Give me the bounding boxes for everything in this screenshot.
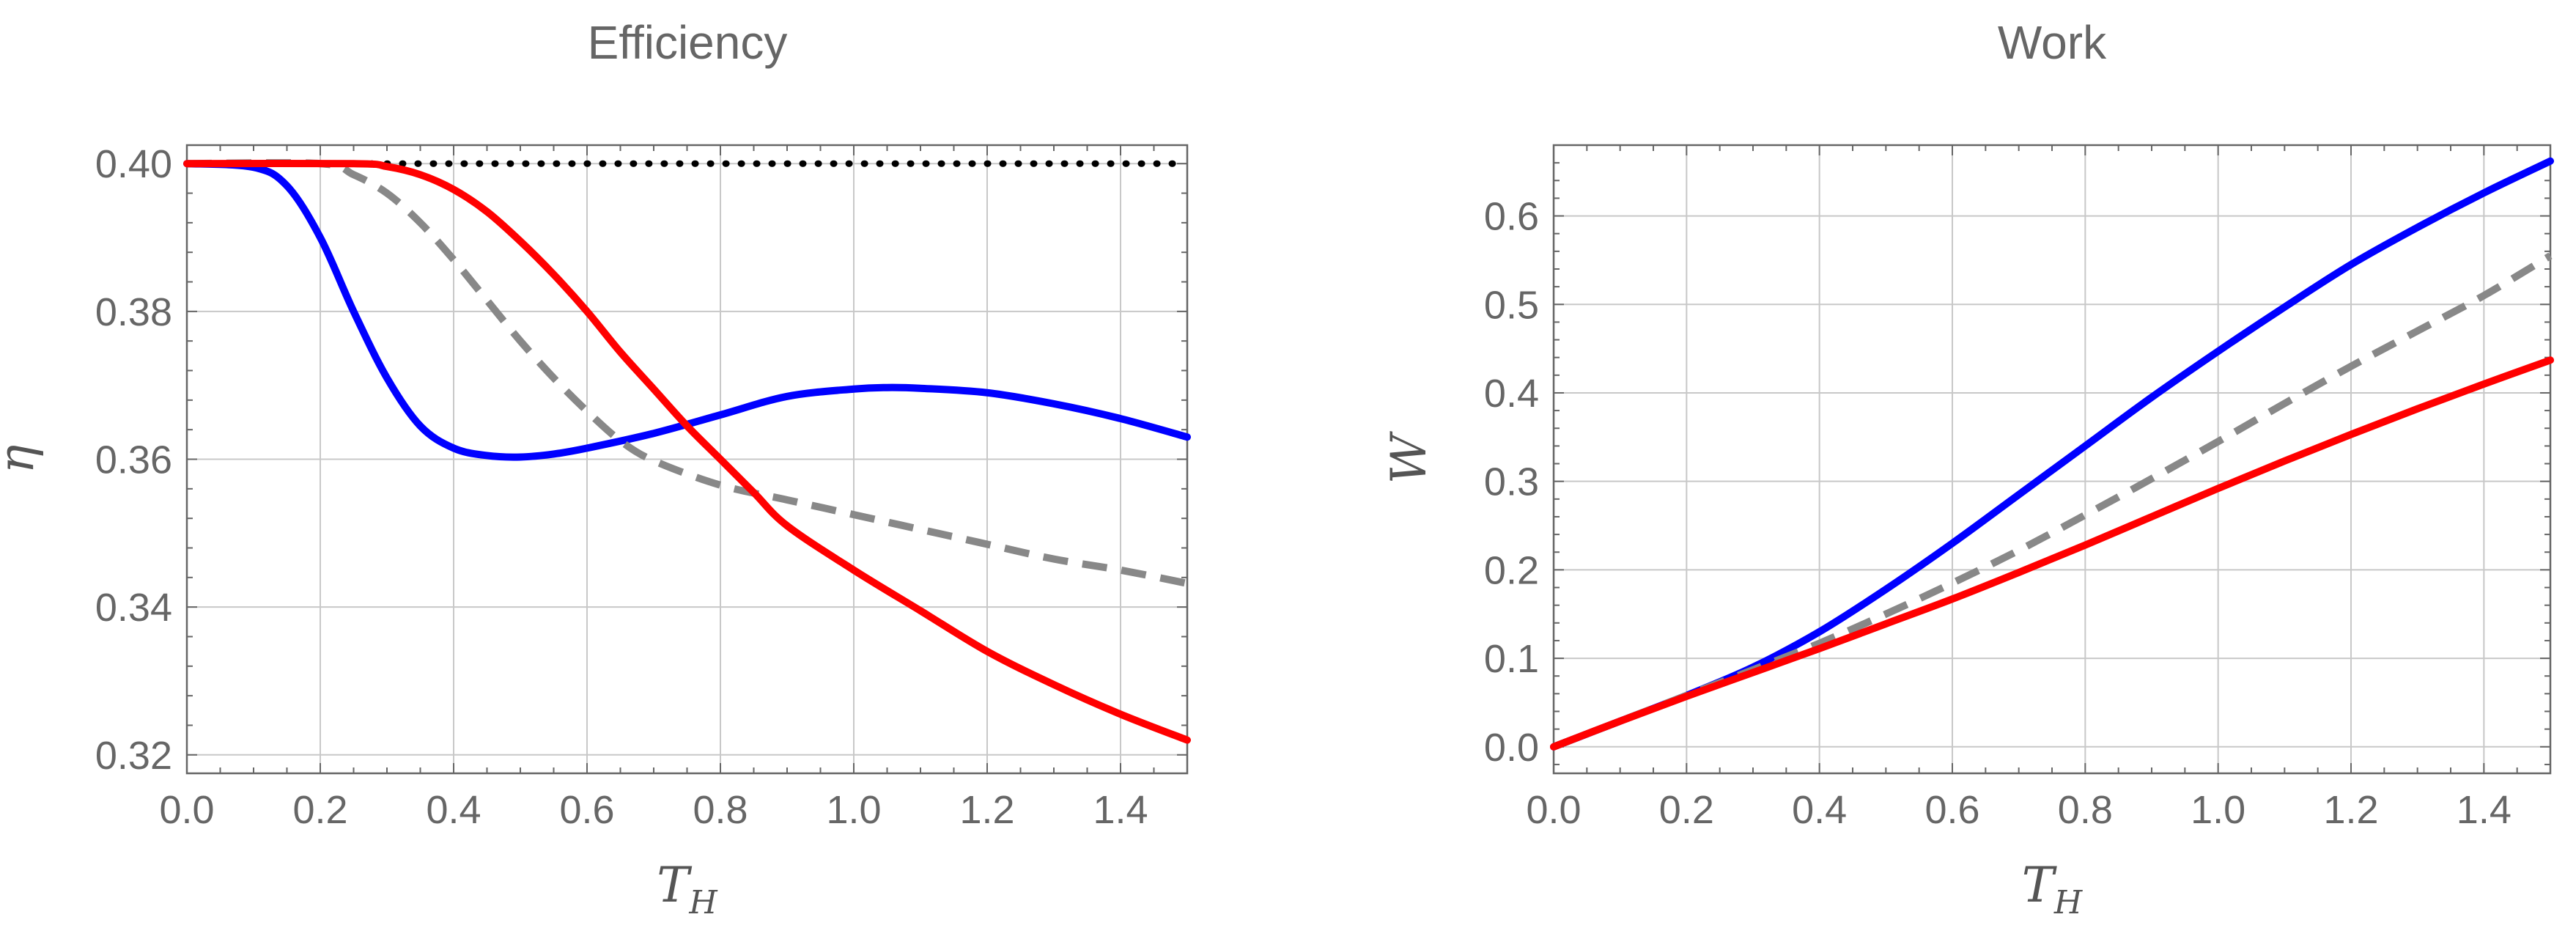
y-tick-label: 0.6 bbox=[1484, 195, 1539, 239]
x-tick-label: 0.6 bbox=[1924, 788, 1979, 832]
x-tick-label: 0.8 bbox=[693, 788, 748, 832]
x-tick-label: 1.2 bbox=[2323, 788, 2378, 832]
efficiency-series-1-solid-line bbox=[183, 160, 1191, 461]
x-axis-label-main: T bbox=[2022, 857, 2058, 913]
efficiency-chart: 0.0 0.2 0.4 0.6 0.8 1.0 1.2 1.4 0.32 0.34 0.36 0.38… bbox=[0, 16, 1191, 921]
x-axis-label-main: T bbox=[657, 857, 693, 913]
y-tick-label: 0.32 bbox=[95, 734, 172, 778]
y-tick-label: 0.40 bbox=[95, 142, 172, 186]
x-tick-label: 0.4 bbox=[1792, 788, 1847, 832]
work-title: Work bbox=[1998, 16, 2107, 69]
work-series-1-dashed-line bbox=[1552, 252, 2553, 751]
x-tick-label: 1.0 bbox=[2191, 788, 2245, 832]
y-axis-label: η bbox=[0, 445, 45, 474]
y-tick-label: 0.3 bbox=[1484, 460, 1539, 504]
x-axis-label-subscript: H bbox=[688, 884, 718, 921]
y-tick-label: 0.38 bbox=[95, 290, 172, 334]
x-tick-label: 0.2 bbox=[292, 788, 347, 832]
efficiency-series-2-dashed-line bbox=[186, 159, 1188, 587]
work-chart: 0.0 0.2 0.4 0.6 0.8 1.0 1.2 1.4 0.0 0.1 0.2 0.3 0.4 0… bbox=[1381, 16, 2554, 921]
y-axis-label: W bbox=[1381, 430, 1437, 484]
y-tick-label: 0.34 bbox=[95, 586, 172, 630]
work-series-2-solid-line bbox=[1550, 356, 2554, 751]
x-tick-label: 1.4 bbox=[1093, 788, 1148, 832]
x-tick-label: 0.2 bbox=[1659, 788, 1714, 832]
x-axis-label: TH bbox=[2022, 857, 2084, 921]
efficiency-series-3-solid-line bbox=[183, 159, 1191, 744]
x-tick-label: 1.0 bbox=[826, 788, 881, 832]
y-tick-label: 0.5 bbox=[1484, 283, 1539, 327]
y-tick-label: 0.1 bbox=[1484, 637, 1539, 681]
x-tick-label: 0.4 bbox=[426, 788, 481, 832]
x-axis-label: TH bbox=[657, 857, 718, 921]
x-tick-label: 1.2 bbox=[959, 788, 1014, 832]
y-tick-label: 0.4 bbox=[1484, 372, 1539, 416]
x-tick-label: 0.0 bbox=[1526, 788, 1581, 832]
y-tick-label: 0.0 bbox=[1484, 726, 1539, 770]
plot-frame bbox=[1552, 144, 2552, 775]
y-tick-label: 0.36 bbox=[95, 438, 172, 482]
plot-frame bbox=[185, 144, 1189, 775]
efficiency-title: Efficiency bbox=[588, 16, 788, 69]
x-tick-label: 0.6 bbox=[559, 788, 614, 832]
x-tick-label: 1.4 bbox=[2457, 788, 2512, 832]
x-tick-label: 0.8 bbox=[2058, 788, 2113, 832]
y-tick-label: 0.2 bbox=[1484, 548, 1539, 592]
x-tick-label: 0.0 bbox=[159, 788, 214, 832]
x-axis-label-subscript: H bbox=[2053, 884, 2084, 921]
